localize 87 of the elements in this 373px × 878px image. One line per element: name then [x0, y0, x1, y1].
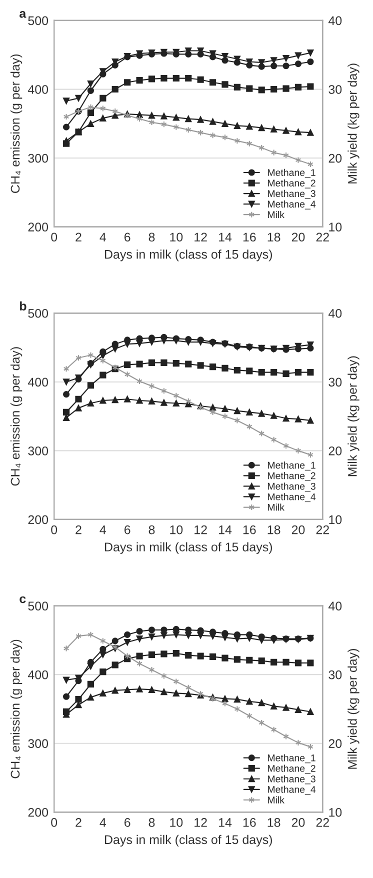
y2-tick-label: 10 [329, 222, 342, 232]
y-tick-label: 500 [28, 308, 48, 318]
chart-title: b [20, 301, 26, 310]
y-tick-label: 200 [28, 515, 48, 524]
x-tick-label: 22 [316, 525, 329, 534]
x-tick-label: 8 [148, 818, 155, 827]
y2-tick-label: 10 [329, 515, 342, 524]
legend-label: Methane_2 [268, 472, 316, 482]
x-tick-label: 4 [100, 232, 106, 242]
legend-label: Methane_3 [268, 190, 316, 199]
y-tick-label: 500 [28, 602, 48, 610]
y2-tick-label: 40 [328, 308, 342, 318]
y-tick-label: 200 [28, 808, 48, 817]
x-tick-label: 18 [268, 818, 280, 827]
y-axis-title: CH₄ emission (g per day) [10, 640, 22, 778]
x-tick-label: 20 [292, 818, 305, 827]
y2-tick-label: 20 [328, 154, 342, 163]
x-tick-label: 0 [51, 818, 58, 827]
y-tick-label: 300 [28, 739, 48, 748]
legend-label: Methane_4 [268, 200, 316, 210]
x-tick-label: 18 [268, 525, 280, 534]
legend-label: Milk [268, 210, 284, 218]
legend-label: Methane_2 [268, 764, 316, 774]
legend-label: Methane_1 [268, 168, 316, 178]
x-tick-label: 2 [76, 525, 82, 534]
y2-axis-title: Milk yield (kg per day) [348, 356, 360, 476]
y-tick-label: 300 [28, 154, 48, 163]
x-axis-title: Days in milk (class of 15 days) [104, 834, 272, 847]
x-axis-title: Days in milk (class of 15 days) [104, 542, 272, 554]
y-axis-title: CH₄ emission (g per day) [10, 54, 22, 193]
y2-tick-label: 30 [328, 670, 342, 680]
x-tick-label: 14 [218, 232, 232, 242]
legend-label: Milk [268, 796, 284, 804]
y2-axis-title: Milk yield (kg per day) [348, 648, 360, 769]
y2-tick-label: 40 [328, 16, 342, 26]
x-tick-label: 22 [316, 818, 329, 827]
y2-tick-label: 20 [328, 446, 342, 456]
x-tick-label: 20 [292, 232, 305, 242]
x-tick-label: 2 [76, 818, 82, 827]
x-tick-label: 4 [100, 526, 106, 534]
x-tick-label: 10 [170, 232, 183, 242]
x-tick-label: 22 [316, 232, 329, 242]
y2-tick-label: 30 [328, 378, 342, 387]
x-tick-label: 10 [170, 525, 183, 534]
legend-label: Methane_1 [268, 754, 316, 764]
y-tick-label: 400 [28, 670, 48, 680]
y2-tick-label: 10 [329, 808, 342, 817]
x-axis-title: Days in milk (class of 15 days) [104, 250, 272, 262]
x-tick-label: 18 [268, 232, 280, 242]
x-tick-label: 16 [243, 525, 256, 534]
legend-label: Methane_4 [268, 786, 316, 795]
legend-label: Milk [268, 504, 284, 511]
x-tick-label: 10 [170, 818, 183, 827]
x-tick-label: 8 [148, 525, 155, 534]
x-tick-label: 6 [124, 232, 130, 242]
x-tick-label: 14 [218, 526, 232, 534]
y-tick-label: 400 [28, 85, 48, 94]
x-tick-label: 0 [51, 525, 58, 534]
y-tick-label: 300 [28, 446, 48, 456]
y2-tick-label: 20 [328, 739, 342, 748]
x-tick-label: 16 [243, 818, 256, 827]
y-tick-label: 500 [28, 16, 48, 26]
x-tick-label: 8 [148, 232, 155, 242]
x-tick-label: 20 [292, 525, 305, 534]
x-tick-label: 16 [243, 232, 256, 242]
y-tick-label: 400 [28, 378, 48, 387]
chart-title: c [20, 596, 26, 604]
x-tick-label: 4 [100, 818, 106, 827]
x-tick-label: 12 [194, 525, 207, 534]
chart-title: a [20, 10, 26, 18]
legend-label: Methane_3 [268, 775, 316, 784]
x-tick-label: 6 [124, 525, 130, 534]
y-axis-title: CH₄ emission (g per day) [10, 347, 22, 486]
x-tick-label: 12 [194, 818, 207, 827]
y2-axis-title: Milk yield (kg per day) [348, 64, 360, 184]
x-tick-label: 6 [124, 818, 130, 827]
y-tick-label: 200 [28, 222, 48, 232]
legend-label: Methane_2 [268, 179, 316, 188]
legend-label: Methane_3 [268, 482, 316, 492]
x-tick-label: 14 [218, 818, 232, 827]
x-tick-label: 0 [51, 232, 58, 242]
x-tick-label: 2 [76, 232, 82, 242]
y2-tick-label: 40 [328, 602, 342, 610]
y2-tick-label: 30 [328, 85, 342, 94]
legend-label: Methane_4 [268, 493, 316, 502]
x-tick-label: 12 [194, 232, 207, 242]
legend-label: Methane_1 [268, 462, 316, 471]
